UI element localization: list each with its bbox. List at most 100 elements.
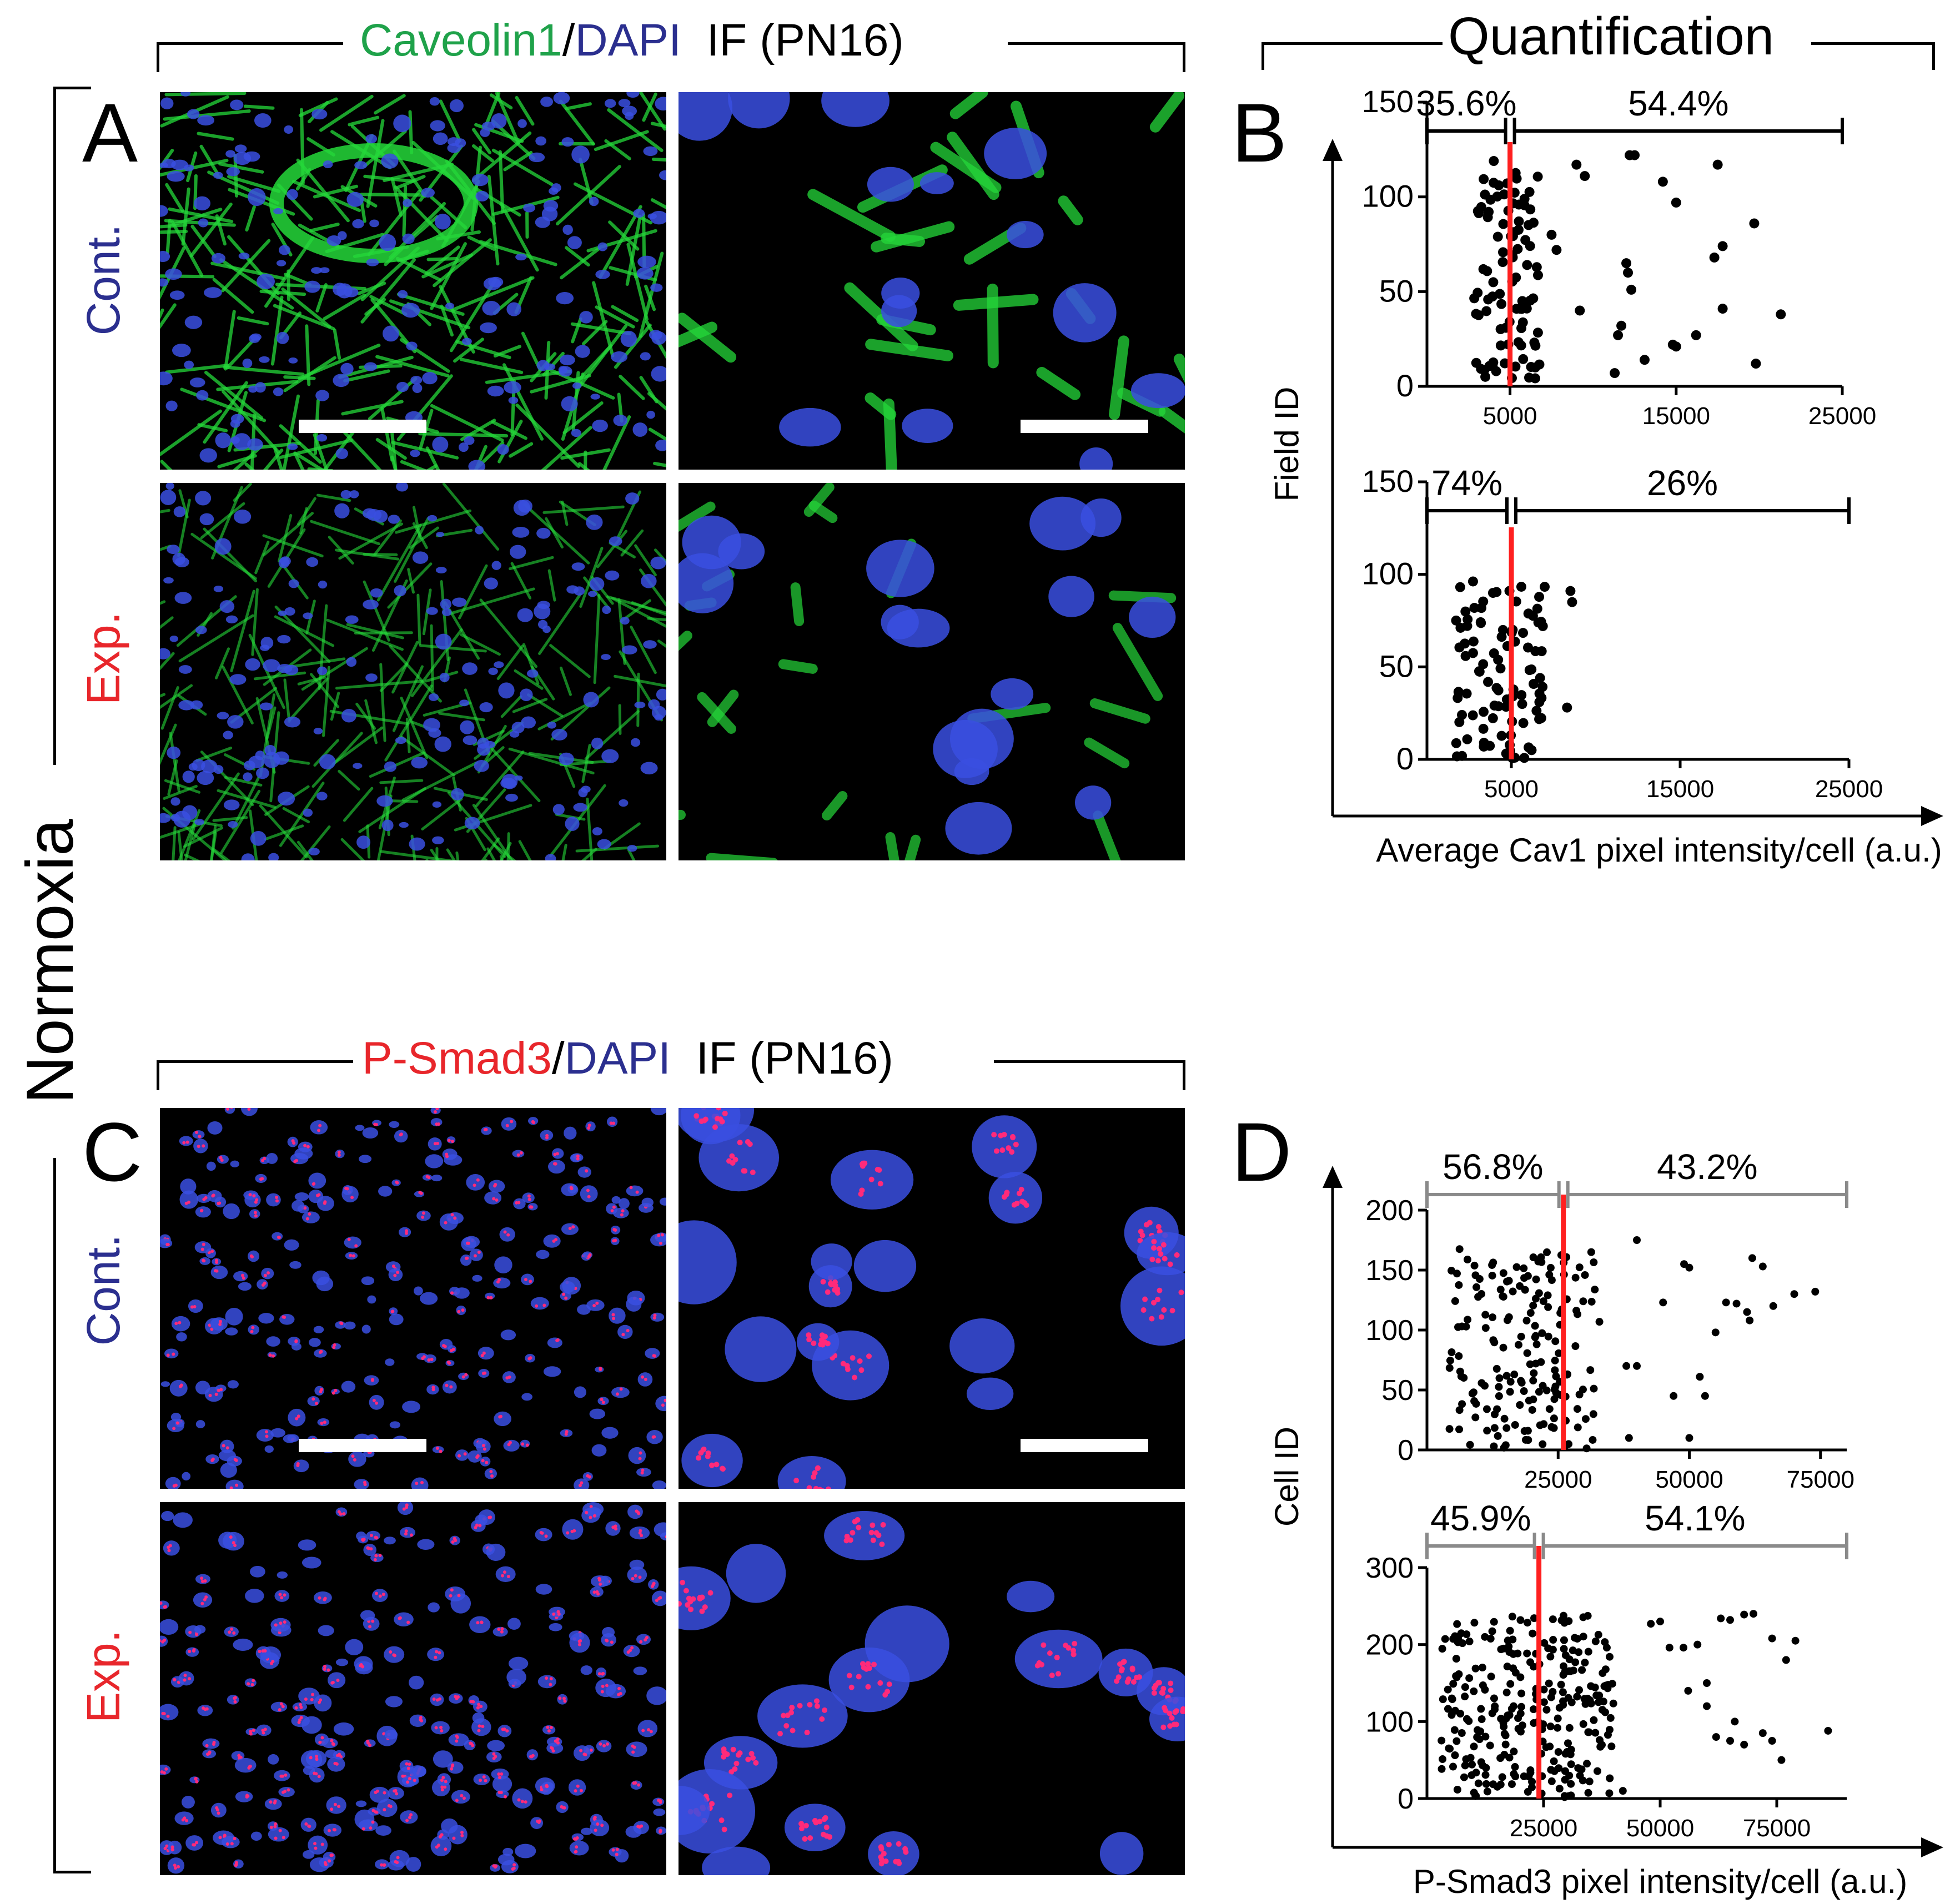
data-point <box>1451 738 1461 748</box>
y-tick-label: 100 <box>1362 179 1414 214</box>
data-point <box>1468 636 1479 647</box>
data-point <box>1587 1699 1595 1707</box>
data-point <box>1499 1719 1507 1727</box>
data-point <box>1534 1257 1542 1266</box>
data-point <box>1511 1763 1519 1771</box>
data-point <box>1478 1664 1486 1672</box>
data-point <box>1478 264 1489 274</box>
data-point <box>1530 1369 1538 1377</box>
y-axis-label: Field ID <box>1268 387 1305 502</box>
y-axis-label: Cell ID <box>1268 1427 1305 1527</box>
data-point <box>1453 693 1463 703</box>
data-point <box>1559 1611 1567 1620</box>
data-point <box>1526 745 1537 755</box>
data-point <box>1748 1254 1756 1262</box>
data-point <box>1523 1349 1531 1357</box>
data-point <box>1461 1693 1469 1701</box>
data-point <box>1523 642 1534 653</box>
data-point <box>1824 1726 1832 1735</box>
y-tick-label: 150 <box>1365 1255 1414 1287</box>
data-point <box>1782 1656 1790 1664</box>
data-point <box>1751 359 1761 369</box>
data-point <box>1445 1744 1453 1752</box>
percent-bracket <box>1425 1181 1561 1208</box>
data-point <box>1580 1695 1589 1703</box>
data-point <box>1532 270 1543 280</box>
data-point <box>1529 1705 1537 1714</box>
data-point <box>1513 224 1524 235</box>
data-point <box>1496 1286 1505 1294</box>
data-point <box>1448 1711 1456 1719</box>
data-point <box>1732 1299 1741 1308</box>
data-point <box>1579 1297 1587 1306</box>
data-point <box>1552 1372 1560 1381</box>
data-point <box>1564 1694 1572 1702</box>
data-point <box>1497 257 1508 268</box>
data-point <box>1481 1771 1490 1779</box>
percent-bracket <box>1425 118 1507 144</box>
data-point <box>1565 1771 1574 1780</box>
data-point <box>1479 1681 1487 1690</box>
data-point <box>1462 1715 1471 1723</box>
micrograph-cav1-cont-low <box>160 92 666 470</box>
data-point <box>1579 1633 1587 1641</box>
data-point <box>1498 219 1509 229</box>
data-point <box>1589 1435 1597 1444</box>
x-axis-label: P-Smad3 pixel intensity/cell (a.u.) <box>1413 1863 1907 1900</box>
data-point <box>1453 1737 1461 1745</box>
data-point <box>1656 1618 1664 1626</box>
data-point <box>1506 1680 1515 1688</box>
data-point <box>1524 1427 1532 1435</box>
data-point <box>1500 1414 1509 1423</box>
y-tick-label: 0 <box>1396 368 1414 403</box>
data-point <box>1461 688 1472 699</box>
data-point <box>1593 1767 1601 1775</box>
data-point <box>1488 1627 1496 1635</box>
data-point <box>1507 1705 1516 1713</box>
data-point <box>1476 364 1486 374</box>
micrograph-psmad3-exp-high <box>679 1502 1185 1875</box>
data-point <box>1444 1685 1452 1694</box>
data-point <box>1492 1364 1501 1373</box>
x-tick-label: 5000 <box>1483 402 1537 430</box>
data-point <box>1584 1648 1592 1656</box>
scatter-subplot-exp: 0 100 200 300 25000 50000 75000 45.9% 54.1% <box>1365 1498 1848 1842</box>
data-point <box>1506 1388 1514 1396</box>
outer-axes: Average Cav1 pixel intensity/cell (a.u.)… <box>1268 139 1943 869</box>
data-point <box>1530 373 1540 384</box>
data-point <box>1520 1772 1528 1780</box>
data-point <box>1551 245 1562 255</box>
data-point <box>1496 731 1507 741</box>
data-point <box>1671 341 1681 352</box>
data-point <box>1749 218 1760 229</box>
normoxia-label: Normoxia <box>13 819 87 1104</box>
data-point <box>1561 1651 1570 1659</box>
data-point <box>1445 1364 1454 1372</box>
data-point <box>1497 1645 1505 1654</box>
data-point <box>1448 1267 1456 1275</box>
data-point <box>1446 1356 1454 1364</box>
data-point <box>1609 1699 1617 1707</box>
data-point <box>1494 180 1504 190</box>
data-point <box>1493 685 1504 696</box>
data-point <box>1587 1248 1595 1256</box>
data-point <box>1478 659 1489 669</box>
data-point <box>1462 734 1472 744</box>
data-point <box>1478 723 1489 734</box>
data-point <box>1449 1762 1457 1771</box>
data-point <box>1523 608 1534 619</box>
data-point <box>1463 1256 1471 1264</box>
data-point <box>1505 1643 1513 1651</box>
y-tick-label: 50 <box>1379 648 1414 683</box>
data-point <box>1495 324 1506 334</box>
data-point <box>1516 323 1527 334</box>
data-point <box>1535 1388 1543 1396</box>
data-point <box>1701 1392 1709 1400</box>
data-point <box>1571 1658 1580 1666</box>
panel-letter-d: D <box>1232 1105 1292 1198</box>
data-point <box>1518 718 1529 728</box>
data-point <box>1550 1414 1558 1423</box>
data-point <box>1450 1726 1459 1734</box>
data-point <box>1510 168 1521 178</box>
data-point <box>1481 1311 1490 1319</box>
